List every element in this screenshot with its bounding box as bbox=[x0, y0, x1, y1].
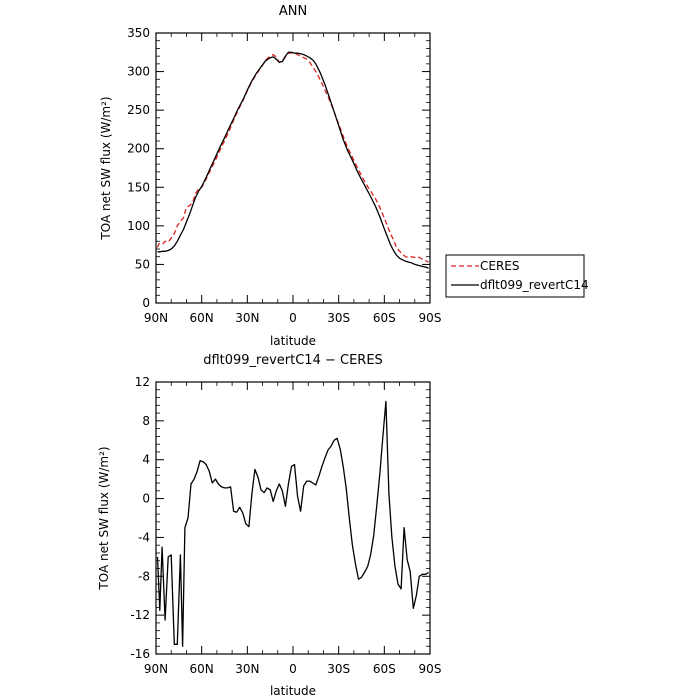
bottom-series-line-difference bbox=[156, 400, 429, 647]
top-y-tick-label: 100 bbox=[127, 219, 150, 233]
legend-label-ceres: CERES bbox=[480, 259, 520, 273]
top-chart-title: ANN bbox=[279, 4, 307, 19]
bottom-x-axis-label: latitude bbox=[270, 684, 316, 698]
bottom-x-tick-label: 0 bbox=[289, 662, 297, 676]
top-series-line-ceres bbox=[156, 52, 429, 263]
bottom-y-tick-label: 4 bbox=[142, 453, 150, 467]
bottom-y-tick-label: 8 bbox=[142, 414, 150, 428]
top-series-line-dflt099-revertc14 bbox=[157, 51, 429, 269]
top-x-tick-label: 90S bbox=[419, 311, 442, 325]
bottom-y-tick-label: -8 bbox=[138, 569, 150, 583]
legend-label-model: dflt099_revertC14 bbox=[480, 278, 589, 292]
top-x-tick-label: 60S bbox=[373, 311, 396, 325]
bottom-y-axis-label: TOA net SW flux (W/m²) bbox=[97, 446, 111, 590]
top-y-tick-label: 200 bbox=[127, 142, 150, 156]
legend: CERES dflt099_revertC14 bbox=[445, 254, 589, 298]
top-plot-frame bbox=[155, 32, 431, 304]
top-y-tick-label: 150 bbox=[127, 180, 150, 194]
bottom-y-tick-label: -16 bbox=[130, 647, 150, 661]
top-x-tick-label: 60N bbox=[190, 311, 214, 325]
bottom-y-tick-label: -12 bbox=[130, 608, 150, 622]
top-x-tick-label: 0 bbox=[289, 311, 297, 325]
bottom-x-tick-label: 90S bbox=[419, 662, 442, 676]
top-y-tick-label: 350 bbox=[127, 26, 150, 40]
top-y-axis-label: TOA net SW flux (W/m²) bbox=[99, 96, 113, 240]
top-y-tick-label: 50 bbox=[135, 257, 150, 271]
bottom-plot-frame bbox=[155, 381, 431, 655]
bottom-x-tick-label: 90N bbox=[144, 662, 168, 676]
top-x-tick-label: 30S bbox=[327, 311, 350, 325]
bottom-y-tick-label: 0 bbox=[142, 492, 150, 506]
bottom-y-tick-label: 12 bbox=[135, 375, 150, 389]
bottom-x-tick-label: 60N bbox=[190, 662, 214, 676]
top-x-tick-label: 30N bbox=[235, 311, 259, 325]
bottom-x-tick-label: 60S bbox=[373, 662, 396, 676]
bottom-x-tick-label: 30S bbox=[327, 662, 350, 676]
legend-box bbox=[445, 254, 585, 298]
bottom-chart-panel: dflt099_revertC14 − CERES -16 -12 -8 -4 0 4 8 1… bbox=[97, 353, 441, 698]
bottom-chart-title: dflt099_revertC14 − CERES bbox=[203, 353, 383, 368]
bottom-y-tick-label: -4 bbox=[138, 530, 150, 544]
top-y-tick-label: 300 bbox=[127, 65, 150, 79]
top-chart-panel: ANN 0 50 100 150 200 250 300 350 90N 60N 30N 0 30S 60… bbox=[99, 4, 441, 348]
top-y-tick-label: 0 bbox=[142, 296, 150, 310]
bottom-x-tick-label: 30N bbox=[235, 662, 259, 676]
top-y-tick-label: 250 bbox=[127, 103, 150, 117]
top-x-tick-label: 90N bbox=[144, 311, 168, 325]
top-x-axis-label: latitude bbox=[270, 334, 316, 348]
